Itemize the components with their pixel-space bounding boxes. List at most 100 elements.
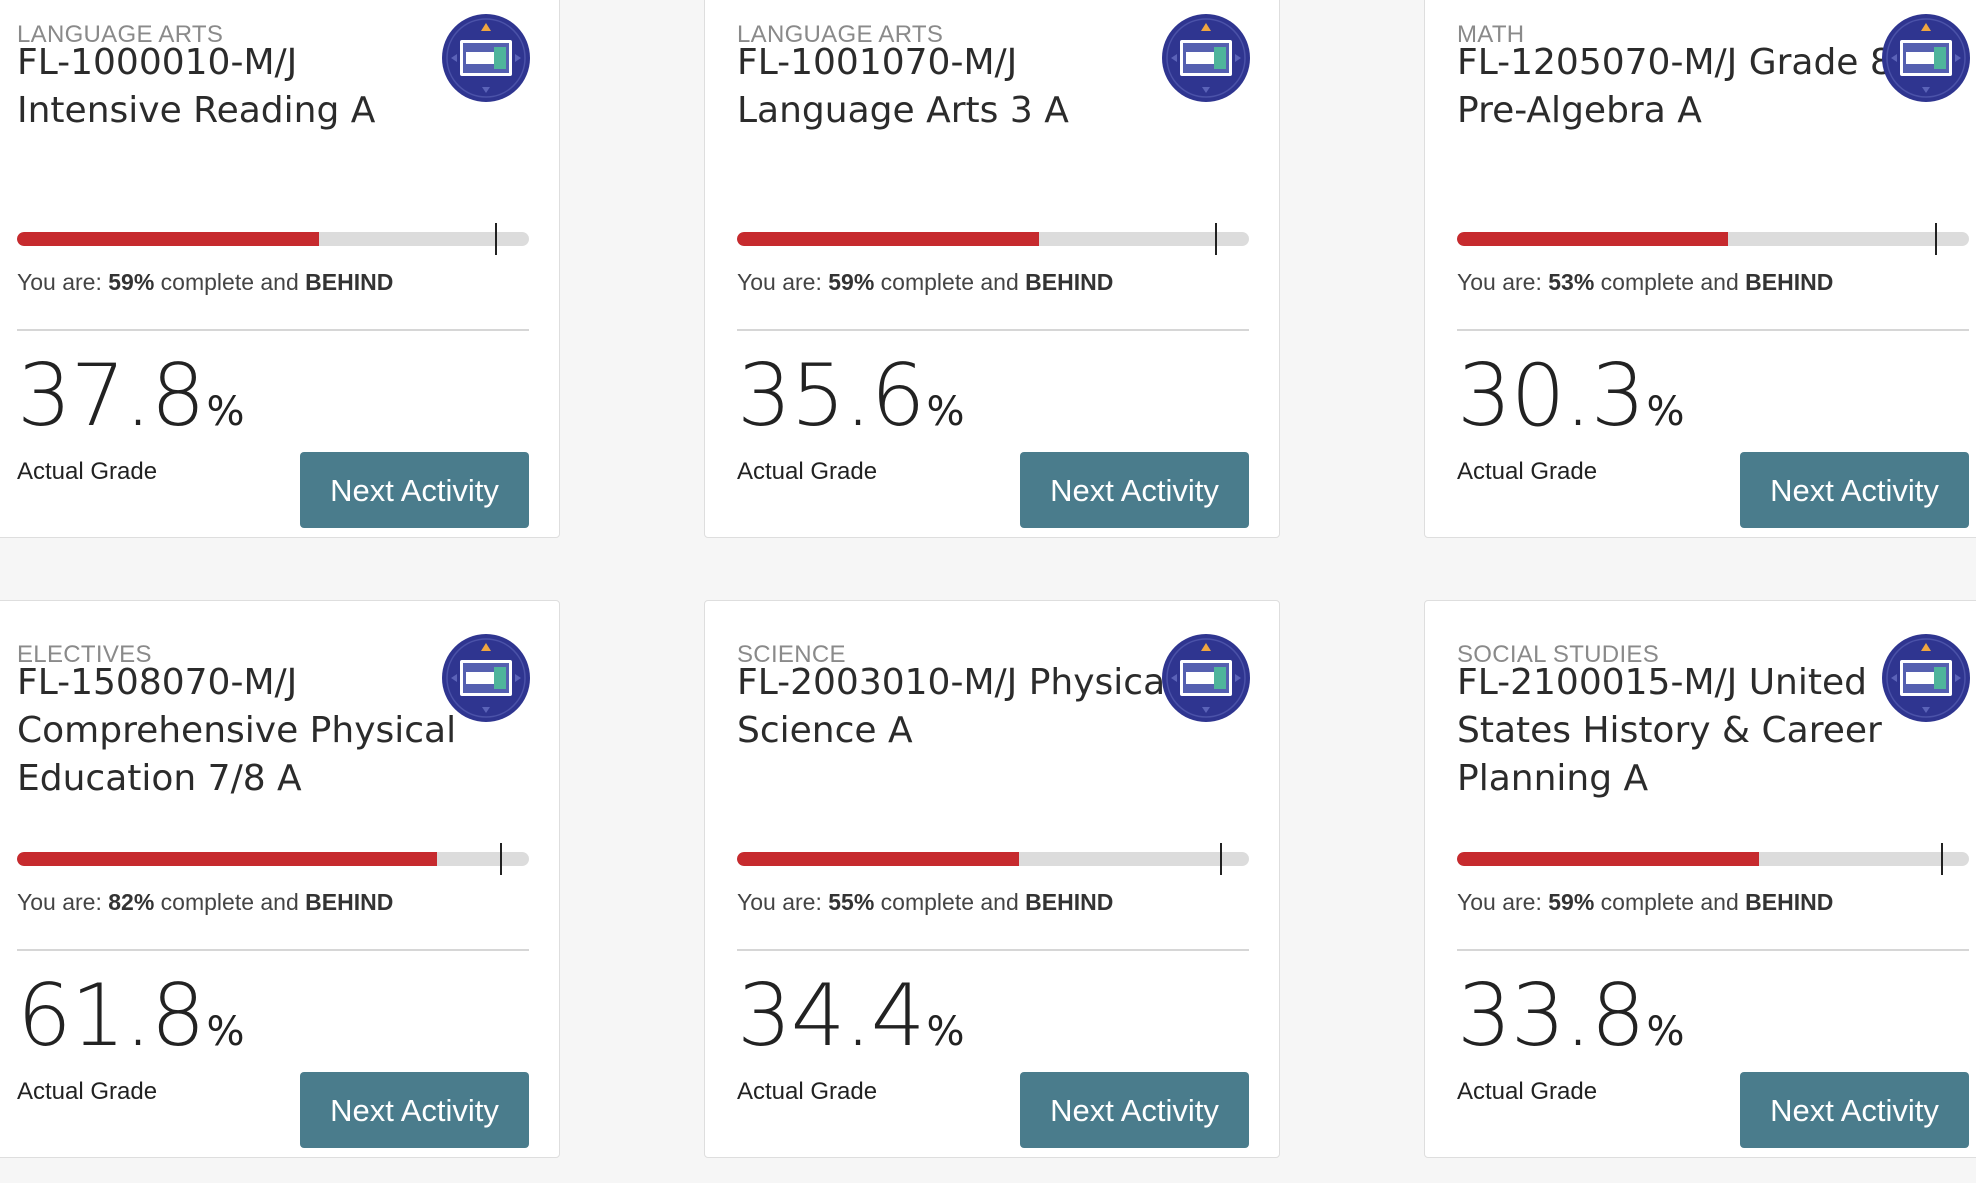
grade-unit: %: [206, 389, 245, 435]
actual-grade: 34.4%: [737, 966, 965, 1066]
course-title[interactable]: FL-1508070-M/J Comprehensive Physical Ed…: [17, 662, 457, 799]
card-divider: [1457, 329, 1969, 331]
pace-status: BEHIND: [1745, 269, 1834, 295]
actual-grade: 37.8%: [17, 346, 245, 446]
next-activity-button[interactable]: Next Activity: [1020, 452, 1249, 528]
next-activity-button[interactable]: Next Activity: [1020, 1072, 1249, 1148]
card-divider: [1457, 949, 1969, 951]
progress-fill: [17, 232, 319, 246]
percent-complete: 82%: [108, 889, 155, 915]
course-card[interactable]: ELECTIVES FL-1508070-M/J Comprehensive P…: [0, 600, 560, 1158]
status-middle: complete and: [874, 269, 1026, 295]
status-middle: complete and: [1594, 889, 1746, 915]
pace-status: BEHIND: [1745, 889, 1834, 915]
course-card[interactable]: LANGUAGE ARTS FL-1001070-M/J Language Ar…: [704, 0, 1280, 538]
progress-fill: [737, 232, 1039, 246]
percent-complete: 55%: [828, 889, 875, 915]
status-middle: complete and: [154, 269, 306, 295]
progress-status: You are: 82% complete and BEHIND: [17, 889, 393, 916]
progress-status: You are: 53% complete and BEHIND: [1457, 269, 1833, 296]
next-activity-button[interactable]: Next Activity: [1740, 452, 1969, 528]
expected-progress-marker: [1215, 223, 1217, 255]
progress-bar: [1457, 232, 1969, 246]
progress-status: You are: 59% complete and BEHIND: [17, 269, 393, 296]
course-title[interactable]: FL-1001070-M/J Language Arts 3 A: [737, 42, 1069, 131]
course-media-icon[interactable]: [442, 14, 530, 102]
percent-complete: 59%: [1548, 889, 1595, 915]
course-subject: SCIENCE: [737, 641, 846, 668]
course-media-icon[interactable]: [1882, 634, 1970, 722]
course-title[interactable]: FL-1000010-M/J Intensive Reading A: [17, 42, 376, 131]
expected-progress-marker: [1941, 843, 1943, 875]
course-title[interactable]: FL-2100015-M/J United States History & C…: [1457, 662, 1882, 799]
grade-value: 30.3: [1457, 346, 1645, 446]
progress-status: You are: 55% complete and BEHIND: [737, 889, 1113, 916]
next-activity-button[interactable]: Next Activity: [1740, 1072, 1969, 1148]
progress-bar: [17, 232, 529, 246]
grade-unit: %: [926, 389, 965, 435]
expected-progress-marker: [1935, 223, 1937, 255]
course-subject: LANGUAGE ARTS: [737, 21, 944, 48]
grade-label: Actual Grade: [737, 458, 878, 485]
card-divider: [17, 329, 529, 331]
course-subject: LANGUAGE ARTS: [17, 21, 224, 48]
grade-unit: %: [926, 1009, 965, 1055]
next-activity-button[interactable]: Next Activity: [300, 452, 529, 528]
pace-status: BEHIND: [305, 889, 394, 915]
expected-progress-marker: [1220, 843, 1222, 875]
actual-grade: 35.6%: [737, 346, 965, 446]
progress-fill: [17, 852, 437, 866]
course-card[interactable]: SCIENCE FL-2003010-M/J Physical Science …: [704, 600, 1280, 1158]
course-media-icon[interactable]: [1882, 14, 1970, 102]
grade-label: Actual Grade: [1457, 458, 1598, 485]
course-media-icon[interactable]: [1162, 634, 1250, 722]
course-card[interactable]: MATH FL-1205070-M/J Grade 8 Pre-Algebra …: [1424, 0, 1976, 538]
card-divider: [17, 949, 529, 951]
grade-unit: %: [1646, 389, 1685, 435]
expected-progress-marker: [495, 223, 497, 255]
grade-value: 34.4: [737, 966, 925, 1066]
course-title[interactable]: FL-1205070-M/J Grade 8 Pre-Algebra A: [1457, 42, 1893, 131]
actual-grade: 61.8%: [17, 966, 245, 1066]
course-media-icon[interactable]: [442, 634, 530, 722]
status-prefix: You are:: [17, 889, 109, 915]
progress-bar: [737, 852, 1249, 866]
percent-complete: 59%: [828, 269, 875, 295]
course-media-icon[interactable]: [1162, 14, 1250, 102]
course-card[interactable]: LANGUAGE ARTS FL-1000010-M/J Intensive R…: [0, 0, 560, 538]
grade-unit: %: [1646, 1009, 1685, 1055]
status-prefix: You are:: [1457, 269, 1549, 295]
card-divider: [737, 949, 1249, 951]
status-prefix: You are:: [17, 269, 109, 295]
next-activity-button[interactable]: Next Activity: [300, 1072, 529, 1148]
course-card[interactable]: SOCIAL STUDIES FL-2100015-M/J United Sta…: [1424, 600, 1976, 1158]
grade-value: 33.8: [1457, 966, 1645, 1066]
grade-unit: %: [206, 1009, 245, 1055]
pace-status: BEHIND: [1025, 889, 1114, 915]
progress-status: You are: 59% complete and BEHIND: [1457, 889, 1833, 916]
course-subject: MATH: [1457, 21, 1525, 48]
status-prefix: You are:: [737, 269, 829, 295]
progress-fill: [737, 852, 1019, 866]
course-subject: ELECTIVES: [17, 641, 152, 668]
expected-progress-marker: [500, 843, 502, 875]
percent-complete: 53%: [1548, 269, 1595, 295]
status-middle: complete and: [1594, 269, 1746, 295]
grade-value: 61.8: [17, 966, 205, 1066]
progress-bar: [737, 232, 1249, 246]
progress-bar: [1457, 852, 1969, 866]
status-middle: complete and: [154, 889, 306, 915]
progress-bar: [17, 852, 529, 866]
grade-value: 37.8: [17, 346, 205, 446]
grade-label: Actual Grade: [17, 1078, 158, 1105]
status-middle: complete and: [874, 889, 1026, 915]
status-prefix: You are:: [1457, 889, 1549, 915]
pace-status: BEHIND: [305, 269, 394, 295]
actual-grade: 33.8%: [1457, 966, 1685, 1066]
pace-status: BEHIND: [1025, 269, 1114, 295]
progress-fill: [1457, 852, 1759, 866]
percent-complete: 59%: [108, 269, 155, 295]
card-divider: [737, 329, 1249, 331]
grade-label: Actual Grade: [17, 458, 158, 485]
course-title[interactable]: FL-2003010-M/J Physical Science A: [737, 662, 1176, 751]
